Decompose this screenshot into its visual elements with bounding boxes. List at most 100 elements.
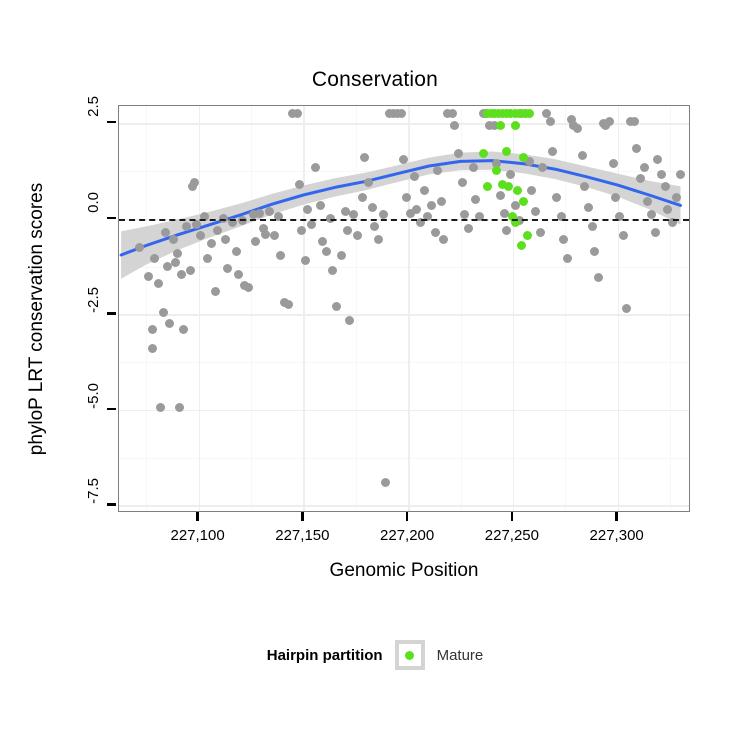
x-axis-tick: [405, 512, 409, 521]
data-point: [615, 212, 625, 222]
data-point: [642, 197, 652, 207]
data-point: [600, 120, 610, 130]
gridline-major-vertical: [617, 106, 620, 511]
data-point: [567, 114, 577, 124]
data-point: [261, 229, 271, 239]
y-axis-tick-label: -5.0: [85, 382, 102, 409]
data-point: [181, 221, 191, 231]
data-point: [629, 116, 639, 126]
data-point: [171, 258, 181, 268]
data-point: [437, 197, 447, 207]
gridline-minor-vertical: [670, 106, 672, 511]
data-point: [315, 200, 325, 210]
data-point: [173, 248, 183, 258]
zero-reference-line: [119, 218, 689, 221]
data-point: [449, 120, 459, 130]
data-point: [154, 279, 164, 289]
legend: Hairpin partition Mature: [0, 640, 750, 670]
data-point: [621, 304, 631, 314]
data-point: [192, 219, 202, 229]
data-point: [590, 246, 600, 256]
data-point: [652, 155, 662, 164]
data-point: [632, 143, 642, 153]
data-point: [317, 237, 327, 247]
x-axis-tick-label: 227,300: [589, 527, 644, 544]
data-point: [231, 246, 241, 256]
data-point: [363, 177, 373, 187]
data-point: [500, 208, 510, 218]
data-point: [223, 263, 233, 273]
data-point: [158, 307, 168, 317]
y-axis-tick: [107, 120, 116, 124]
data-point: [401, 193, 411, 203]
gridline-minor-vertical: [146, 106, 148, 511]
data-point: [359, 153, 369, 163]
data-point: [663, 204, 673, 214]
data-point: [273, 212, 283, 222]
data-point: [495, 191, 505, 201]
data-point: [577, 151, 587, 161]
y-axis-tick: [107, 312, 116, 315]
data-point: [292, 109, 302, 119]
data-point: [458, 177, 468, 187]
gridline-major-vertical: [303, 106, 305, 511]
data-point: [175, 403, 185, 413]
x-axis-title: Genomic Position: [329, 560, 479, 581]
data-point: [420, 185, 430, 195]
data-point-mature: [508, 212, 518, 222]
data-point: [177, 269, 187, 279]
y-axis-tick-label: -7.5: [85, 478, 102, 505]
data-point: [221, 235, 231, 245]
data-point: [210, 286, 220, 296]
gridline-minor-vertical: [355, 106, 357, 511]
data-point-mature: [510, 120, 520, 130]
data-point: [321, 246, 331, 256]
data-point: [168, 235, 178, 245]
gridline-major-horizontal: [119, 123, 689, 125]
data-point: [548, 147, 558, 157]
data-point: [357, 193, 367, 203]
data-point: [296, 225, 306, 235]
data-point: [646, 210, 656, 220]
data-point-mature: [525, 109, 535, 119]
gridline-major-vertical: [198, 106, 201, 511]
data-point: [468, 162, 478, 172]
y-axis-tick: [107, 216, 116, 220]
y-axis-tick: [107, 503, 116, 506]
data-point: [464, 223, 474, 233]
data-point: [556, 212, 566, 222]
data-point: [284, 300, 294, 310]
data-point: [179, 325, 189, 335]
y-axis-tick-label: 0.0: [85, 191, 102, 213]
gridline-major-horizontal: [119, 409, 689, 412]
data-point: [265, 206, 275, 216]
data-point: [307, 219, 317, 229]
gridline-major-vertical: [512, 106, 515, 511]
legend-key-mature[interactable]: [394, 640, 425, 670]
data-point: [537, 162, 547, 172]
data-point: [671, 193, 681, 203]
data-point: [491, 158, 501, 168]
data-point: [510, 200, 520, 210]
data-point: [608, 158, 618, 168]
data-point: [275, 250, 285, 260]
data-point: [541, 109, 551, 119]
data-point-mature: [495, 120, 505, 130]
data-point-mature: [518, 197, 528, 207]
data-point: [416, 218, 426, 228]
data-point: [148, 325, 158, 335]
data-point: [189, 177, 199, 187]
x-axis-tick: [301, 512, 304, 521]
y-axis-tick: [107, 407, 116, 411]
chart-title: Conservation: [311, 68, 439, 91]
legend-title: Hairpin partition: [266, 646, 383, 664]
data-point: [489, 120, 499, 130]
data-point-mature: [502, 147, 512, 157]
data-point: [303, 204, 313, 214]
data-point: [562, 254, 572, 264]
data-point: [453, 149, 463, 159]
gridline-minor-horizontal: [119, 266, 689, 268]
gridline-minor-vertical: [251, 106, 252, 511]
data-point: [342, 225, 352, 235]
data-point: [676, 170, 686, 180]
